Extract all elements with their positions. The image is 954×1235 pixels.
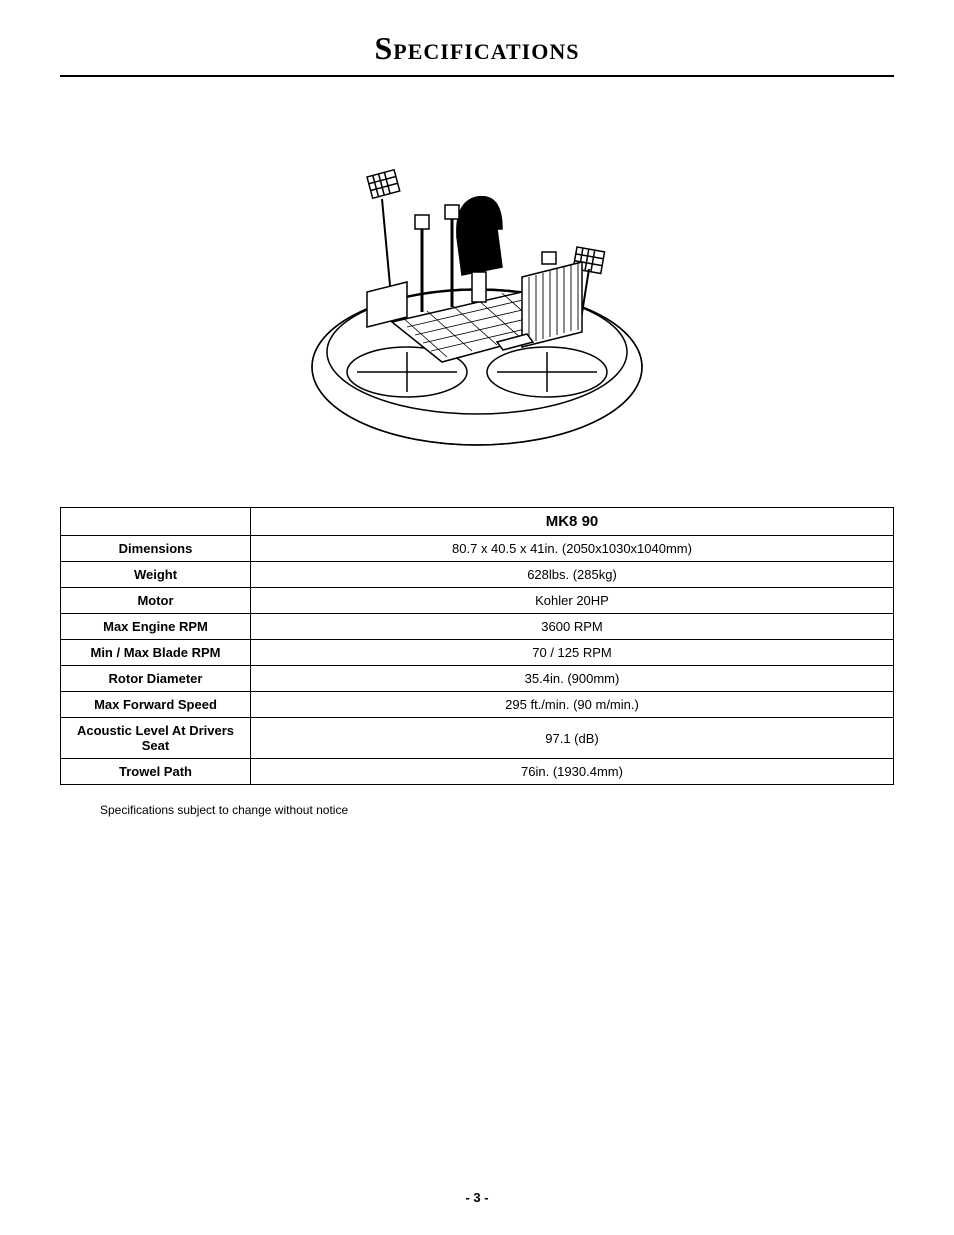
table-row: Min / Max Blade RPM70 / 125 RPM (61, 640, 894, 666)
title-container: Specifications (60, 30, 894, 77)
model-header: MK8 90 (251, 508, 894, 536)
specifications-table: MK8 90 Dimensions80.7 x 40.5 x 41in. (20… (60, 507, 894, 785)
product-illustration (297, 117, 657, 457)
table-row: Max Forward Speed295 ft./min. (90 m/min.… (61, 692, 894, 718)
table-row: MotorKohler 20HP (61, 588, 894, 614)
page-title: Specifications (375, 30, 580, 66)
spec-label: Trowel Path (61, 759, 251, 785)
spec-value: 97.1 (dB) (251, 718, 894, 759)
spec-value: 80.7 x 40.5 x 41in. (2050x1030x1040mm) (251, 536, 894, 562)
spec-label: Max Engine RPM (61, 614, 251, 640)
spec-value: Kohler 20HP (251, 588, 894, 614)
spec-label: Motor (61, 588, 251, 614)
page-number: - 3 - (0, 1190, 954, 1205)
spec-value: 35.4in. (900mm) (251, 666, 894, 692)
table-row: Rotor Diameter35.4in. (900mm) (61, 666, 894, 692)
spec-value: 76in. (1930.4mm) (251, 759, 894, 785)
spec-label: Max Forward Speed (61, 692, 251, 718)
table-row: Acoustic Level At Drivers Seat97.1 (dB) (61, 718, 894, 759)
table-row: Trowel Path76in. (1930.4mm) (61, 759, 894, 785)
spec-label: Min / Max Blade RPM (61, 640, 251, 666)
spec-value: 295 ft./min. (90 m/min.) (251, 692, 894, 718)
table-header-row: MK8 90 (61, 508, 894, 536)
footnote-text: Specifications subject to change without… (60, 803, 894, 817)
spec-value: 628lbs. (285kg) (251, 562, 894, 588)
spec-value: 3600 RPM (251, 614, 894, 640)
spec-label: Acoustic Level At Drivers Seat (61, 718, 251, 759)
table-row: Dimensions80.7 x 40.5 x 41in. (2050x1030… (61, 536, 894, 562)
table-row: Weight628lbs. (285kg) (61, 562, 894, 588)
table-row: Max Engine RPM3600 RPM (61, 614, 894, 640)
spec-value: 70 / 125 RPM (251, 640, 894, 666)
spec-label: Weight (61, 562, 251, 588)
spec-label: Dimensions (61, 536, 251, 562)
spec-label: Rotor Diameter (61, 666, 251, 692)
header-empty-cell (61, 508, 251, 536)
